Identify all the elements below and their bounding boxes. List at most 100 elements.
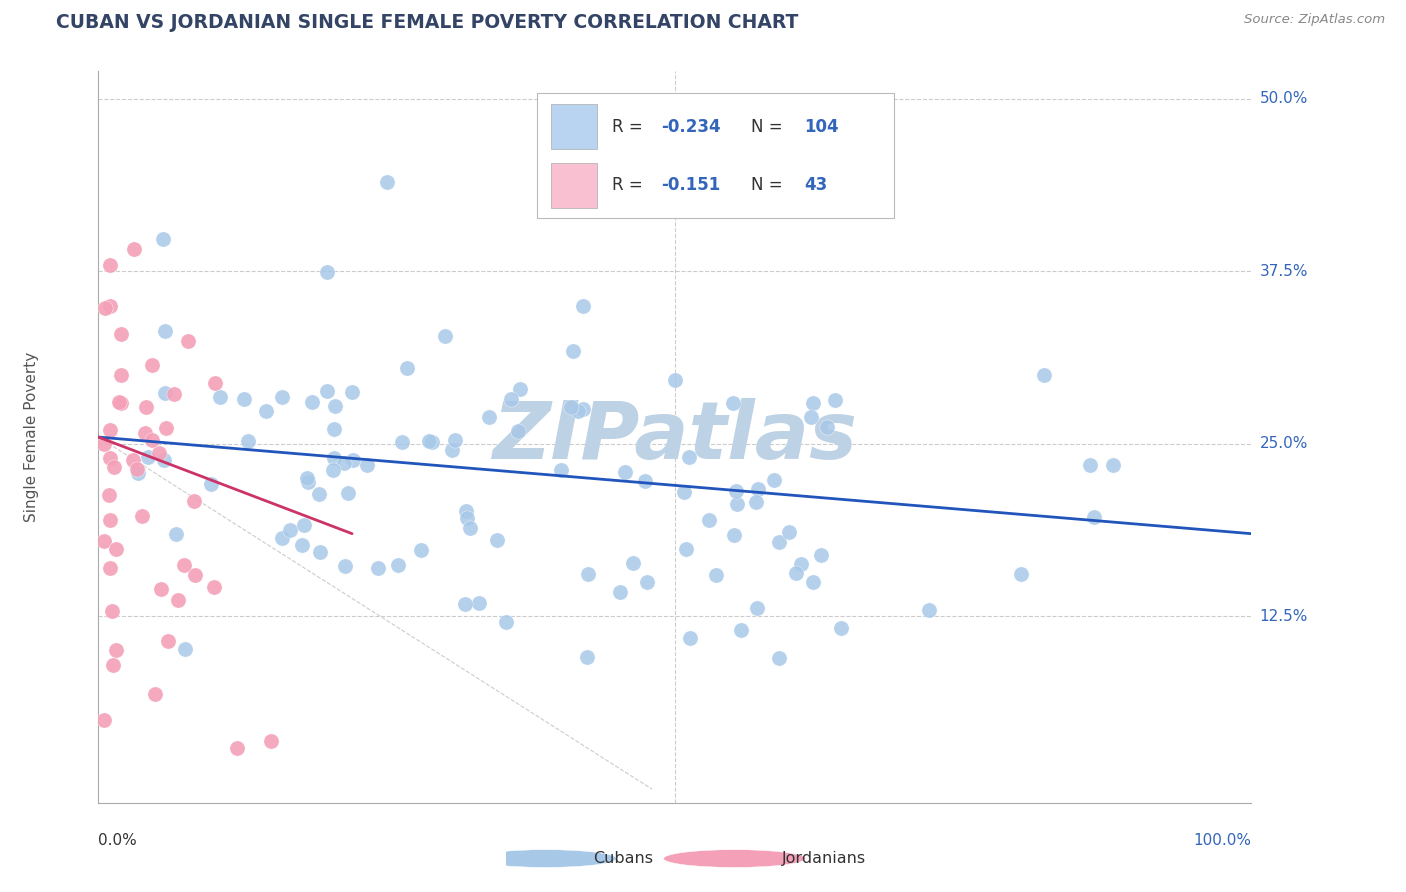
Point xyxy=(122,242,145,256)
Circle shape xyxy=(664,850,806,867)
Point xyxy=(143,688,166,702)
Text: 50.0%: 50.0% xyxy=(1260,92,1308,106)
Point xyxy=(322,451,344,466)
Point xyxy=(609,584,631,599)
Point xyxy=(163,387,186,401)
Point xyxy=(295,471,318,485)
Text: Jordanians: Jordanians xyxy=(782,851,866,866)
Text: ZIPatlas: ZIPatlas xyxy=(492,398,858,476)
Point xyxy=(508,424,530,438)
Point xyxy=(323,422,346,436)
Point xyxy=(561,344,583,359)
Point xyxy=(560,401,582,415)
Text: 0.0%: 0.0% xyxy=(98,833,138,848)
Point xyxy=(204,376,226,390)
Text: N =: N = xyxy=(751,118,783,136)
Point xyxy=(208,390,231,404)
Text: 43: 43 xyxy=(804,177,828,194)
Point xyxy=(153,324,176,338)
Point xyxy=(94,301,117,315)
Point xyxy=(297,475,319,489)
Bar xyxy=(551,104,598,149)
Point xyxy=(260,733,283,747)
Point xyxy=(418,434,440,448)
Point xyxy=(174,641,197,656)
Point xyxy=(815,420,838,434)
Point xyxy=(830,621,852,635)
Point xyxy=(745,495,768,509)
Point xyxy=(315,265,337,279)
Point xyxy=(236,434,259,449)
Point xyxy=(678,450,700,464)
Point xyxy=(157,634,180,648)
Point xyxy=(917,602,939,616)
Circle shape xyxy=(475,850,616,867)
Point xyxy=(495,615,517,629)
Point xyxy=(697,513,720,527)
Point xyxy=(101,657,124,672)
Point xyxy=(790,558,813,572)
Point xyxy=(291,538,314,552)
Point xyxy=(110,368,132,382)
Point xyxy=(340,384,363,399)
Point xyxy=(458,521,481,535)
Point xyxy=(342,452,364,467)
Text: 25.0%: 25.0% xyxy=(1260,436,1308,451)
Point xyxy=(202,580,225,594)
Point xyxy=(254,404,277,418)
Point xyxy=(721,395,744,409)
Point xyxy=(98,488,121,502)
Point xyxy=(141,433,163,447)
Point xyxy=(801,395,824,409)
Point xyxy=(152,232,174,246)
Point xyxy=(93,533,115,548)
Point xyxy=(93,437,115,451)
Point xyxy=(110,395,132,409)
Point xyxy=(356,458,378,472)
Point xyxy=(800,410,823,425)
Point xyxy=(176,334,198,348)
Text: 104: 104 xyxy=(804,118,839,136)
Point xyxy=(664,374,686,388)
Point xyxy=(636,575,658,590)
Point xyxy=(309,545,332,559)
Point xyxy=(634,474,657,488)
Point xyxy=(332,456,354,470)
Point xyxy=(1083,510,1105,524)
Point xyxy=(550,463,572,477)
Point xyxy=(294,518,316,533)
Point xyxy=(200,477,222,491)
Point xyxy=(778,525,800,540)
Point xyxy=(301,394,323,409)
Point xyxy=(785,566,807,580)
Point xyxy=(110,326,132,341)
Point xyxy=(444,434,467,448)
Point xyxy=(153,385,176,400)
Point xyxy=(98,450,121,465)
Point xyxy=(478,410,501,425)
Point xyxy=(271,531,294,545)
Point xyxy=(801,574,824,589)
Point xyxy=(454,597,477,611)
Point xyxy=(747,601,769,615)
Text: -0.234: -0.234 xyxy=(662,118,721,136)
Point xyxy=(387,558,409,573)
Point xyxy=(278,523,301,537)
Point xyxy=(768,535,790,549)
Point xyxy=(434,329,457,343)
Point xyxy=(1078,458,1101,472)
Text: 100.0%: 100.0% xyxy=(1194,833,1251,848)
Point xyxy=(165,527,187,541)
Point xyxy=(509,382,531,396)
Bar xyxy=(551,163,598,208)
Point xyxy=(125,462,148,476)
Point xyxy=(747,482,769,496)
Point xyxy=(576,649,599,664)
Point xyxy=(1102,458,1125,472)
Point xyxy=(148,446,170,460)
Point xyxy=(135,401,157,415)
Text: Source: ZipAtlas.com: Source: ZipAtlas.com xyxy=(1244,13,1385,27)
Point xyxy=(98,423,121,437)
Point xyxy=(614,465,637,479)
Point xyxy=(93,713,115,727)
